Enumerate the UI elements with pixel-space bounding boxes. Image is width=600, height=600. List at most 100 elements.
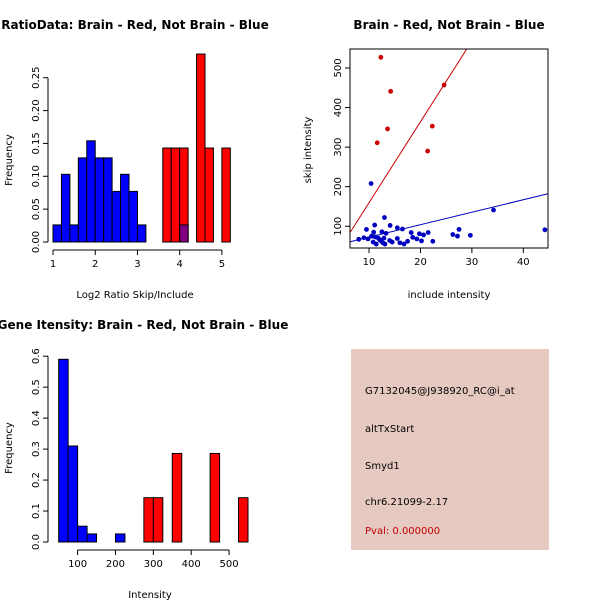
scatter-xtick-label: 40: [517, 257, 530, 268]
scatter-point-brain: [441, 82, 447, 88]
scatter-point-not-brain: [364, 227, 369, 232]
ratio-histogram-bar-not-brain: [77, 157, 88, 243]
scatter-point-not-brain: [368, 181, 374, 186]
ratio-histogram-bar-not-brain: [69, 224, 79, 243]
scatter-point-not-brain: [410, 234, 416, 240]
gene-histogram-ytick-label: 0.1: [31, 503, 42, 519]
scatter-ytick-label: 300: [333, 138, 344, 157]
scatter-ylabel: skip intensity: [303, 117, 314, 184]
ratio-histogram-bar-not-brain: [136, 224, 147, 243]
gene-histogram-xtick-label: 100: [68, 559, 87, 570]
ratio-histogram-xtick-label: 1: [50, 259, 56, 270]
scatter-ytick-label: 500: [333, 58, 344, 77]
gene-histogram-xtick-label: 200: [106, 559, 125, 570]
scatter-point-not-brain: [365, 236, 371, 242]
scatter-point-brain: [385, 126, 390, 132]
ratio-histogram-ytick-label: 0.20: [31, 99, 42, 121]
scatter-point-not-brain: [419, 238, 424, 244]
ratio-histogram-ytick-label: 0.00: [31, 231, 42, 253]
ratio-histogram-xtick-label: 3: [134, 259, 140, 270]
scatter-point-not-brain: [387, 223, 393, 228]
ratio-histogram-ytick-label: 0.05: [31, 198, 42, 220]
ratio-histogram-ylabel: Frequency: [4, 134, 15, 186]
gene-histogram-bar-not-brain: [58, 358, 69, 543]
ratio-histogram-ytick-label: 0.15: [31, 132, 42, 154]
gene-histogram-ytick-label: 0.0: [31, 534, 42, 550]
scatter-point-not-brain: [425, 230, 431, 235]
scatter-point-not-brain: [414, 236, 420, 242]
scatter-point-not-brain: [467, 232, 473, 238]
ratio-histogram-bar-not-brain: [103, 157, 113, 243]
scatter-xtick-label: 20: [414, 257, 427, 268]
scatter-point-not-brain: [408, 230, 414, 235]
scatter-point-not-brain: [372, 222, 378, 228]
ratio-histogram-ytick-label: 0.10: [31, 165, 42, 187]
ratio-histogram-xtick-label: 5: [219, 259, 225, 270]
ratio-histogram-xtick-label: 2: [92, 259, 98, 270]
scatter-point-brain: [425, 148, 431, 154]
ratio-histogram-xtick-label: 4: [176, 259, 182, 270]
scatter-point-not-brain: [400, 226, 405, 232]
ratio-histogram-bar-brain: [162, 147, 172, 243]
ratio-histogram-xlabel: Log2 Ratio Skip/Include: [76, 290, 193, 301]
probe-info-panel: G7132045@J938920_RC@i_at altTxStart Smyd…: [351, 349, 549, 550]
scatter-ytick-label: 200: [333, 177, 344, 196]
p-value: Pval: 0.000000: [365, 526, 441, 537]
scatter-point-not-brain: [389, 239, 395, 245]
scatter-title: Brain - Red, Not Brain - Blue: [353, 18, 544, 32]
gene-histogram-bar-not-brain: [77, 525, 88, 543]
gene-histogram-xtick-label: 500: [220, 559, 239, 570]
scatter-point-not-brain: [542, 227, 548, 233]
scatter-plot-box: [349, 48, 549, 249]
gene-histogram-xlabel: Intensity: [128, 590, 172, 600]
gene-histogram-title: Gene Itensity: Brain - Red, Not Brain - …: [0, 318, 288, 332]
gene-histogram-xtick-label: 300: [144, 559, 163, 570]
gene-histogram-bar-not-brain: [86, 533, 98, 543]
scatter-point-not-brain: [430, 238, 436, 244]
scatter-point-not-brain: [370, 239, 376, 245]
scatter-point-brain: [388, 88, 394, 94]
ratio-histogram-bar-brain: [196, 53, 206, 243]
event-type: altTxStart: [365, 424, 415, 435]
scatter-point-brain: [378, 54, 384, 60]
ratio-histogram-bar-not-brain: [111, 190, 122, 243]
ratio-histogram-bar-brain: [221, 147, 231, 243]
scatter-point-not-brain: [405, 238, 410, 244]
scatter-xtick-label: 10: [363, 257, 376, 268]
scatter-point-not-brain: [491, 207, 496, 213]
scatter-point-not-brain: [421, 232, 426, 238]
scatter-point-not-brain: [456, 227, 462, 232]
scatter-fit-line-not-brain: [350, 193, 548, 243]
gene-intensity-histogram: Gene Itensity: Brain - Red, Not Brain - …: [0, 318, 288, 600]
gene-histogram-bar-not-brain: [67, 445, 79, 543]
scatter-point-not-brain: [401, 241, 407, 247]
probe-id: G7132045@J938920_RC@i_at: [365, 386, 515, 397]
ratio-histogram-title: RatioData: Brain - Red, Not Brain - Blue: [1, 18, 268, 32]
genomic-location: chr6.21099-2.17: [365, 497, 449, 508]
ratio-histogram-bar-not-brain: [60, 173, 71, 243]
gene-histogram-xtick-label: 400: [182, 559, 201, 570]
scatter-fit-line-brain: [350, 49, 468, 233]
scatter-point-not-brain: [379, 229, 385, 235]
scatter-ytick-label: 100: [333, 217, 344, 236]
ratio-histogram: RatioData: Brain - Red, Not Brain - Blue…: [1, 18, 268, 301]
scatter-point-not-brain: [394, 225, 400, 231]
scatter-point-not-brain: [394, 236, 400, 241]
scatter-point-not-brain: [455, 233, 460, 239]
scatter-ytick-label: 400: [333, 98, 344, 117]
scatter-point-not-brain: [417, 231, 422, 237]
gene-histogram-bar-not-brain: [114, 533, 126, 543]
gene-histogram-ytick-label: 0.4: [31, 410, 42, 426]
ratio-histogram-ytick-label: 0.25: [31, 67, 42, 89]
intensity-scatter: Brain - Red, Not Brain - Blue skip inten…: [303, 18, 549, 301]
scatter-point-not-brain: [356, 236, 362, 242]
scatter-xlabel: include intensity: [408, 290, 491, 301]
scatter-point-not-brain: [382, 241, 388, 247]
gene-histogram-bar-brain: [209, 452, 221, 543]
scatter-point-brain: [429, 123, 435, 129]
scatter-point-not-brain: [382, 215, 387, 220]
scatter-point-not-brain: [383, 230, 389, 236]
gene-histogram-bar-brain: [171, 452, 183, 543]
ratio-histogram-bar-not-brain: [52, 224, 62, 243]
